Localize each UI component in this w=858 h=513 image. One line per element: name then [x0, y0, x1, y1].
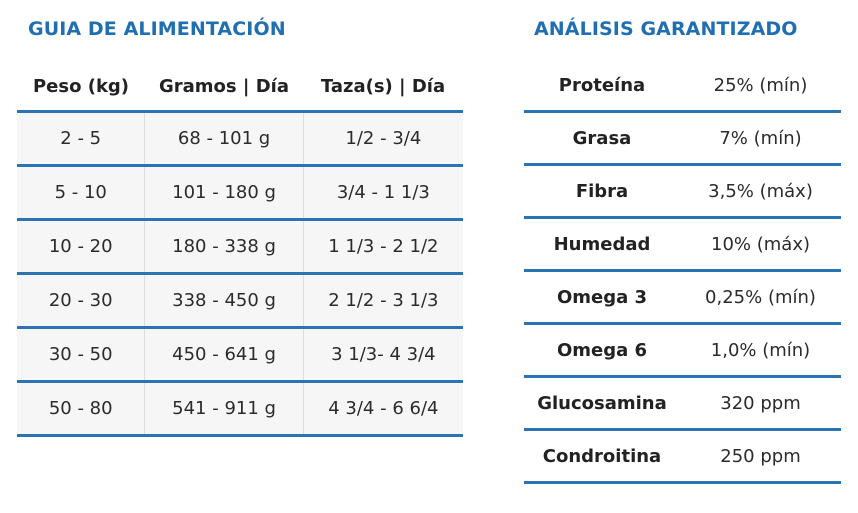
grams-cell: 68 - 101 g: [144, 113, 302, 164]
grams-cell: 338 - 450 g: [144, 275, 302, 326]
feeding-guide-title: GUIA DE ALIMENTACIÓN: [28, 18, 286, 40]
table-row: Fibra 3,5% (máx): [524, 166, 841, 219]
nutrient-value: 250 ppm: [720, 445, 801, 467]
table-row: 5 - 10 101 - 180 g 3/4 - 1 1/3: [17, 167, 463, 221]
feeding-table-header: Peso (kg) Gramos | Día Taza(s) | Día: [17, 62, 463, 113]
nutrient-value: 0,25% (mín): [705, 286, 816, 308]
grams-cell: 101 - 180 g: [144, 167, 302, 218]
table-row: 2 - 5 68 - 101 g 1/2 - 3/4: [17, 113, 463, 167]
nutrient-value: 7% (mín): [719, 127, 802, 149]
nutrient-name: Condroitina: [542, 445, 662, 467]
cups-cell: 1 1/3 - 2 1/2: [302, 221, 463, 272]
feeding-guide-table: Peso (kg) Gramos | Día Taza(s) | Día 2 -…: [17, 62, 463, 437]
nutrient-name: Humedad: [553, 233, 651, 255]
analysis-title: ANÁLISIS GARANTIZADO: [534, 18, 798, 40]
nutrient-value: 25% (mín): [713, 74, 808, 96]
table-row: Omega 6 1,0% (mín): [524, 325, 841, 378]
weight-cell: 30 - 50: [48, 344, 113, 365]
weight-cell: 5 - 10: [54, 182, 107, 203]
nutrient-name: Proteína: [558, 74, 646, 96]
nutrient-value: 3,5% (máx): [708, 180, 813, 202]
table-row: Proteína 25% (mín): [524, 60, 841, 113]
header-grams: Gramos | Día: [159, 75, 289, 97]
analysis-table: Proteína 25% (mín) Grasa 7% (mín) Fibra 3,5% …: [524, 60, 841, 484]
weight-cell: 10 - 20: [48, 236, 113, 257]
nutrient-value: 10% (máx): [711, 233, 810, 255]
grams-cell: 541 - 911 g: [144, 383, 302, 434]
cups-cell: 2 1/2 - 3 1/3: [302, 275, 463, 326]
nutrient-name: Grasa: [572, 127, 632, 149]
table-row: Glucosamina 320 ppm: [524, 378, 841, 431]
cups-cell: 3/4 - 1 1/3: [302, 167, 463, 218]
nutrient-name: Omega 6: [556, 339, 648, 361]
table-row: Grasa 7% (mín): [524, 113, 841, 166]
table-row: Humedad 10% (máx): [524, 219, 841, 272]
table-row: Condroitina 250 ppm: [524, 431, 841, 484]
nutrient-value: 1,0% (mín): [710, 339, 811, 361]
header-weight: Peso (kg): [32, 75, 130, 97]
weight-cell: 50 - 80: [48, 398, 113, 419]
grams-cell: 180 - 338 g: [144, 221, 302, 272]
cups-cell: 3 1/3- 4 3/4: [302, 329, 463, 380]
weight-cell: 20 - 30: [48, 290, 113, 311]
grams-cell: 450 - 641 g: [144, 329, 302, 380]
nutrient-name: Omega 3: [556, 286, 648, 308]
weight-cell: 2 - 5: [60, 128, 102, 149]
header-cups: Taza(s) | Día: [320, 75, 446, 97]
table-row: Omega 3 0,25% (mín): [524, 272, 841, 325]
nutrient-name: Fibra: [575, 180, 629, 202]
cups-cell: 4 3/4 - 6 6/4: [302, 383, 463, 434]
cups-cell: 1/2 - 3/4: [302, 113, 463, 164]
nutrient-name: Glucosamina: [537, 392, 667, 414]
nutrient-value: 320 ppm: [720, 392, 801, 414]
